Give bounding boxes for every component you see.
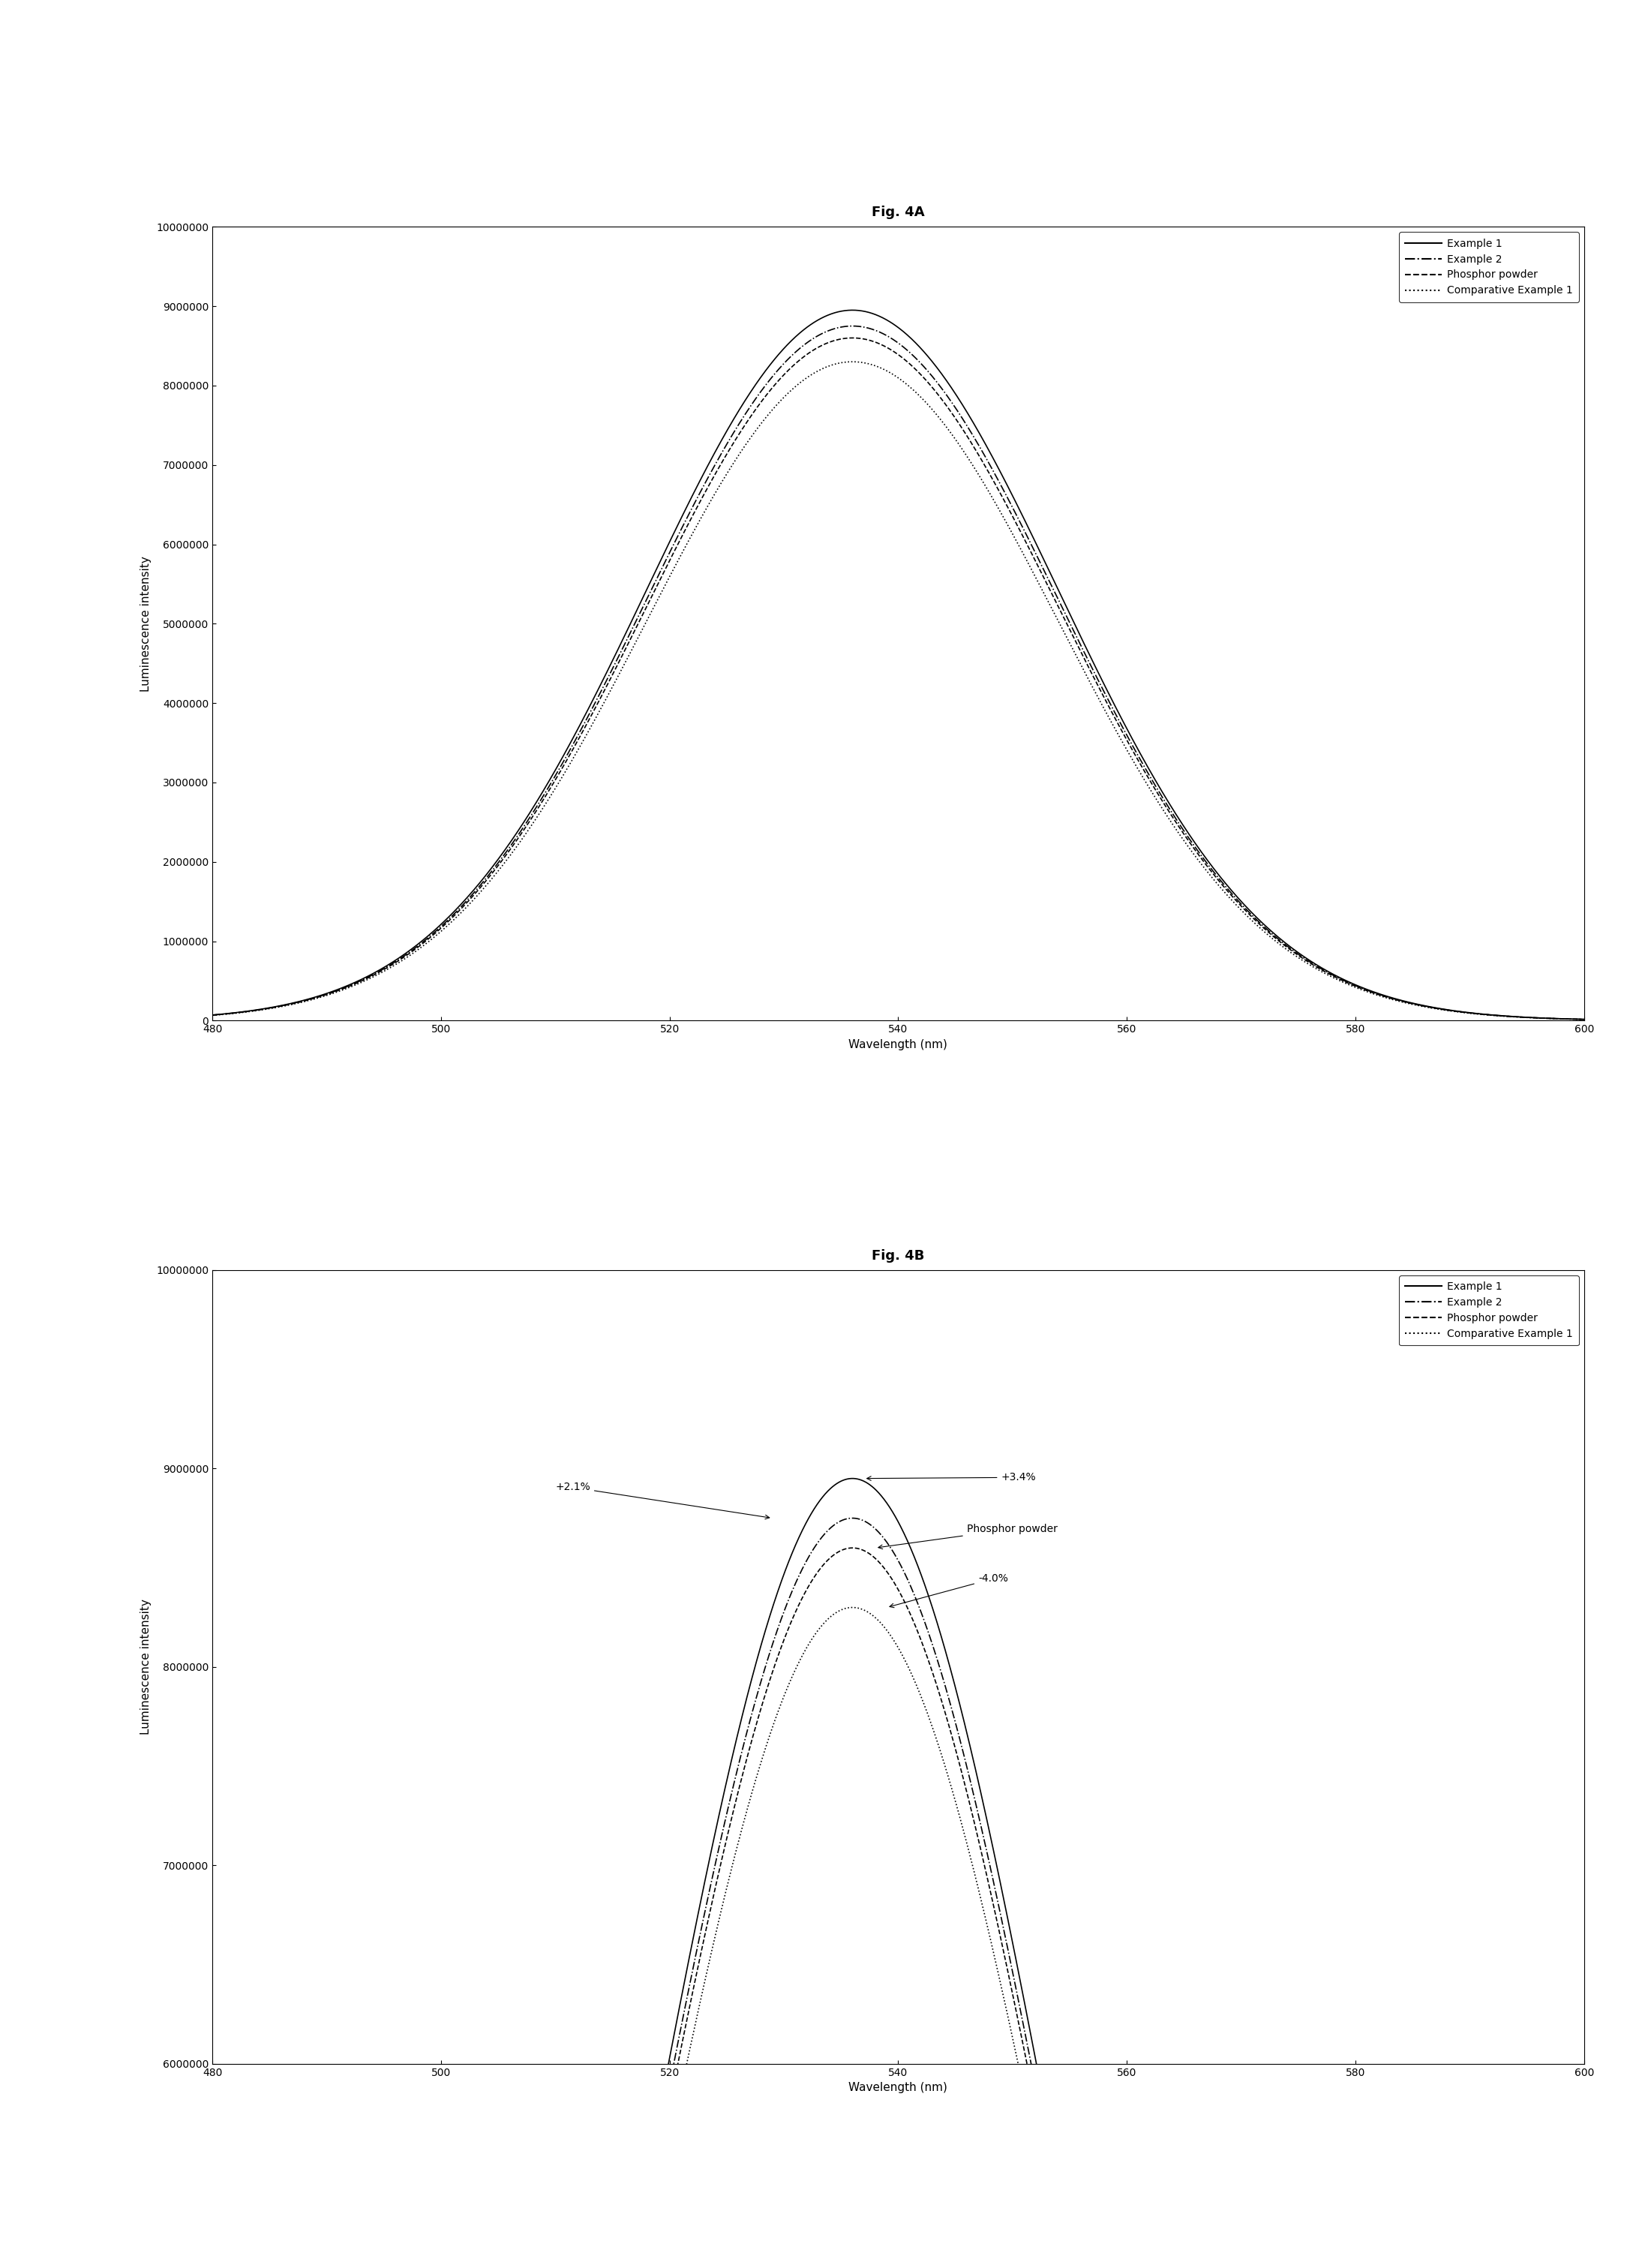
Y-axis label: Luminescence intensity: Luminescence intensity	[140, 556, 152, 692]
X-axis label: Wavelength (nm): Wavelength (nm)	[849, 2082, 947, 2093]
Legend: Example 1, Example 2, Phosphor powder, Comparative Example 1: Example 1, Example 2, Phosphor powder, C…	[1399, 1275, 1579, 1345]
Y-axis label: Luminescence intensity: Luminescence intensity	[140, 1599, 152, 1735]
Title: Fig. 4B: Fig. 4B	[872, 1250, 924, 1263]
Text: Phosphor powder: Phosphor powder	[879, 1524, 1058, 1549]
Title: Fig. 4A: Fig. 4A	[872, 206, 924, 220]
Legend: Example 1, Example 2, Phosphor powder, Comparative Example 1: Example 1, Example 2, Phosphor powder, C…	[1399, 231, 1579, 302]
Text: -4.0%: -4.0%	[890, 1574, 1008, 1608]
Text: +3.4%: +3.4%	[867, 1472, 1035, 1483]
X-axis label: Wavelength (nm): Wavelength (nm)	[849, 1039, 947, 1050]
Text: +2.1%: +2.1%	[555, 1481, 769, 1520]
